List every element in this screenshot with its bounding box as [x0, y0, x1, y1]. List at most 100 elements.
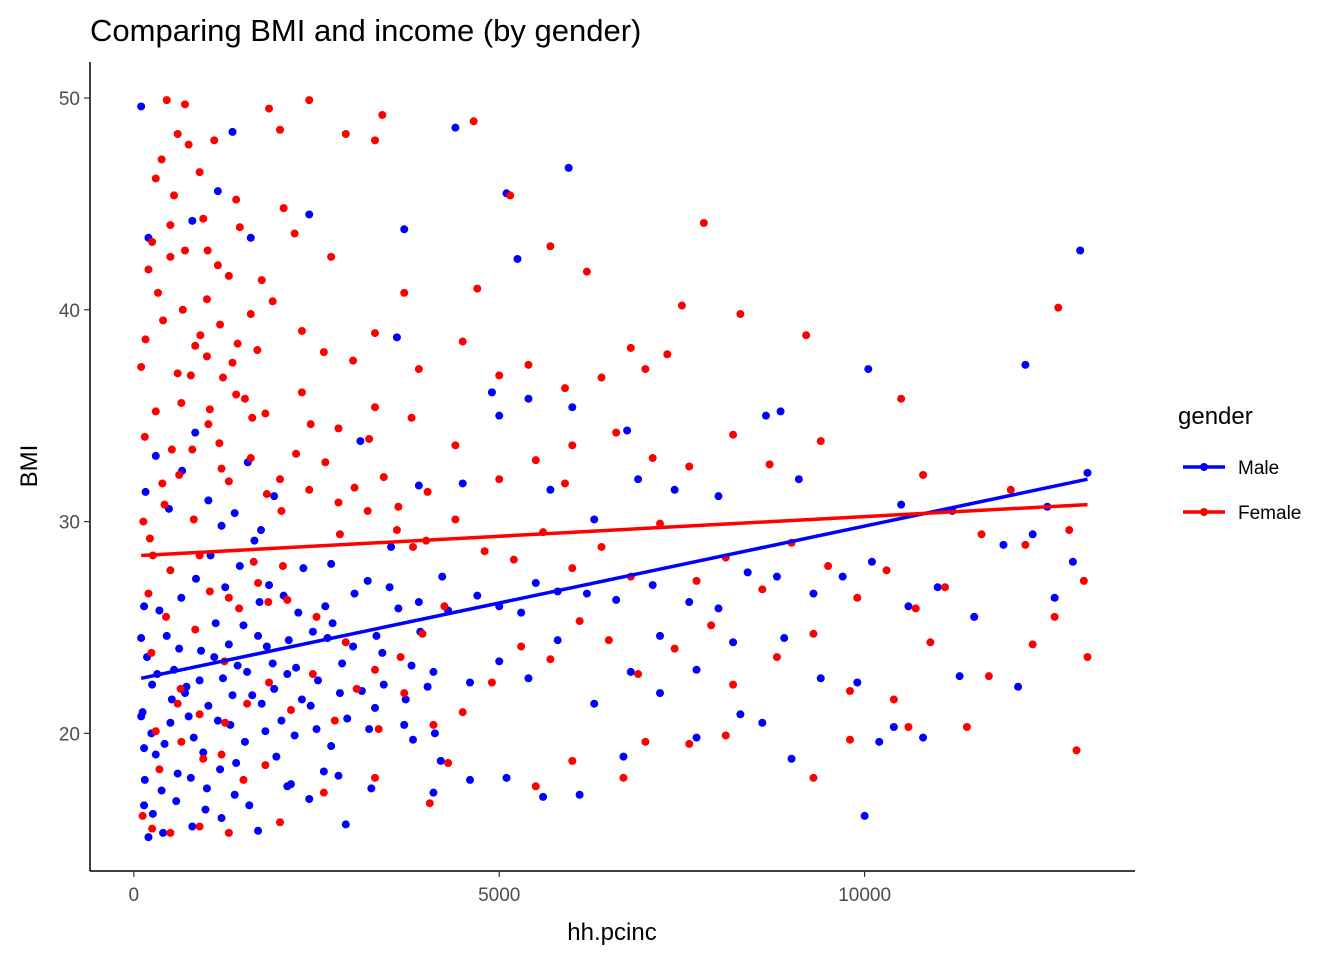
point-female	[341, 638, 350, 647]
point-female	[469, 117, 478, 126]
point-female	[249, 557, 258, 566]
point-female	[378, 110, 387, 119]
point-male	[387, 542, 396, 551]
point-male	[736, 710, 745, 719]
point-female	[202, 352, 211, 361]
point-male	[140, 801, 149, 810]
point-female	[290, 229, 299, 238]
point-female	[205, 405, 214, 414]
point-male	[201, 805, 210, 814]
point-female	[166, 828, 175, 837]
point-male	[255, 598, 264, 607]
point-female	[670, 644, 679, 653]
point-male	[306, 701, 315, 710]
point-male	[166, 718, 175, 727]
point-male	[261, 727, 270, 736]
point-female	[546, 242, 555, 251]
point-male	[204, 701, 213, 710]
point-female	[941, 583, 949, 592]
point-male	[656, 689, 664, 698]
point-female	[619, 773, 628, 782]
point-female	[597, 542, 606, 551]
point-female	[292, 449, 301, 458]
point-male	[575, 790, 584, 799]
point-male	[692, 733, 701, 742]
point-female	[334, 498, 343, 507]
point-female	[396, 653, 405, 662]
point-female	[663, 350, 672, 359]
point-male	[685, 598, 694, 607]
point-female	[173, 699, 182, 708]
point-male	[524, 674, 533, 683]
point-male	[265, 581, 274, 590]
point-male	[531, 578, 540, 587]
point-female	[283, 595, 292, 604]
point-female	[451, 441, 460, 450]
point-female	[319, 788, 328, 797]
point-male	[372, 631, 381, 640]
point-male	[230, 509, 239, 518]
point-male	[619, 752, 628, 761]
point-male	[321, 602, 330, 611]
point-male	[955, 672, 964, 681]
point-male	[216, 765, 225, 774]
point-male	[539, 792, 548, 801]
point-female	[261, 761, 270, 770]
point-female	[145, 534, 154, 543]
point-male	[246, 233, 255, 242]
point-female	[210, 136, 219, 145]
point-female	[138, 811, 147, 820]
point-male	[294, 608, 303, 617]
point-female	[173, 130, 182, 139]
point-male	[838, 572, 847, 581]
point-female	[568, 564, 577, 573]
point-female	[202, 295, 211, 304]
point-female	[141, 335, 150, 344]
point-female	[268, 297, 277, 306]
point-male	[137, 634, 146, 643]
point-female	[195, 710, 204, 719]
point-male	[151, 750, 160, 759]
point-female	[495, 371, 504, 380]
point-female	[278, 562, 287, 571]
point-female	[319, 348, 328, 357]
point-female	[394, 502, 403, 511]
point-male	[228, 691, 237, 700]
point-male	[186, 773, 195, 782]
point-male	[343, 714, 352, 723]
point-female	[166, 566, 175, 575]
point-male	[140, 744, 149, 753]
fit-lines-layer	[140, 477, 1088, 680]
y-tick-label: 50	[59, 89, 80, 110]
point-female	[721, 731, 730, 740]
x-tick-label: 10000	[838, 885, 891, 906]
point-male	[623, 426, 632, 435]
point-male	[904, 602, 913, 611]
point-female	[151, 174, 160, 183]
point-male	[401, 695, 410, 704]
point-male	[919, 733, 928, 742]
point-male	[897, 500, 906, 509]
point-female	[216, 320, 225, 329]
point-male	[371, 703, 379, 712]
point-female	[473, 284, 482, 293]
point-female	[423, 487, 432, 496]
point-male	[160, 739, 169, 748]
points-layer	[137, 96, 1092, 842]
point-male	[191, 574, 200, 583]
point-male	[327, 742, 336, 751]
point-female	[765, 460, 774, 469]
point-female	[277, 506, 286, 515]
x-axis-title: hh.pcinc	[567, 919, 656, 946]
fit-line-female	[141, 502, 1088, 558]
point-male	[172, 797, 181, 806]
point-male	[199, 748, 208, 757]
point-male	[335, 689, 344, 698]
point-female	[371, 329, 379, 338]
point-male	[243, 667, 252, 676]
point-female	[802, 331, 811, 340]
legend-key-male-point	[1200, 463, 1208, 471]
point-female	[217, 464, 226, 473]
point-male	[553, 636, 562, 645]
point-female	[246, 454, 255, 463]
